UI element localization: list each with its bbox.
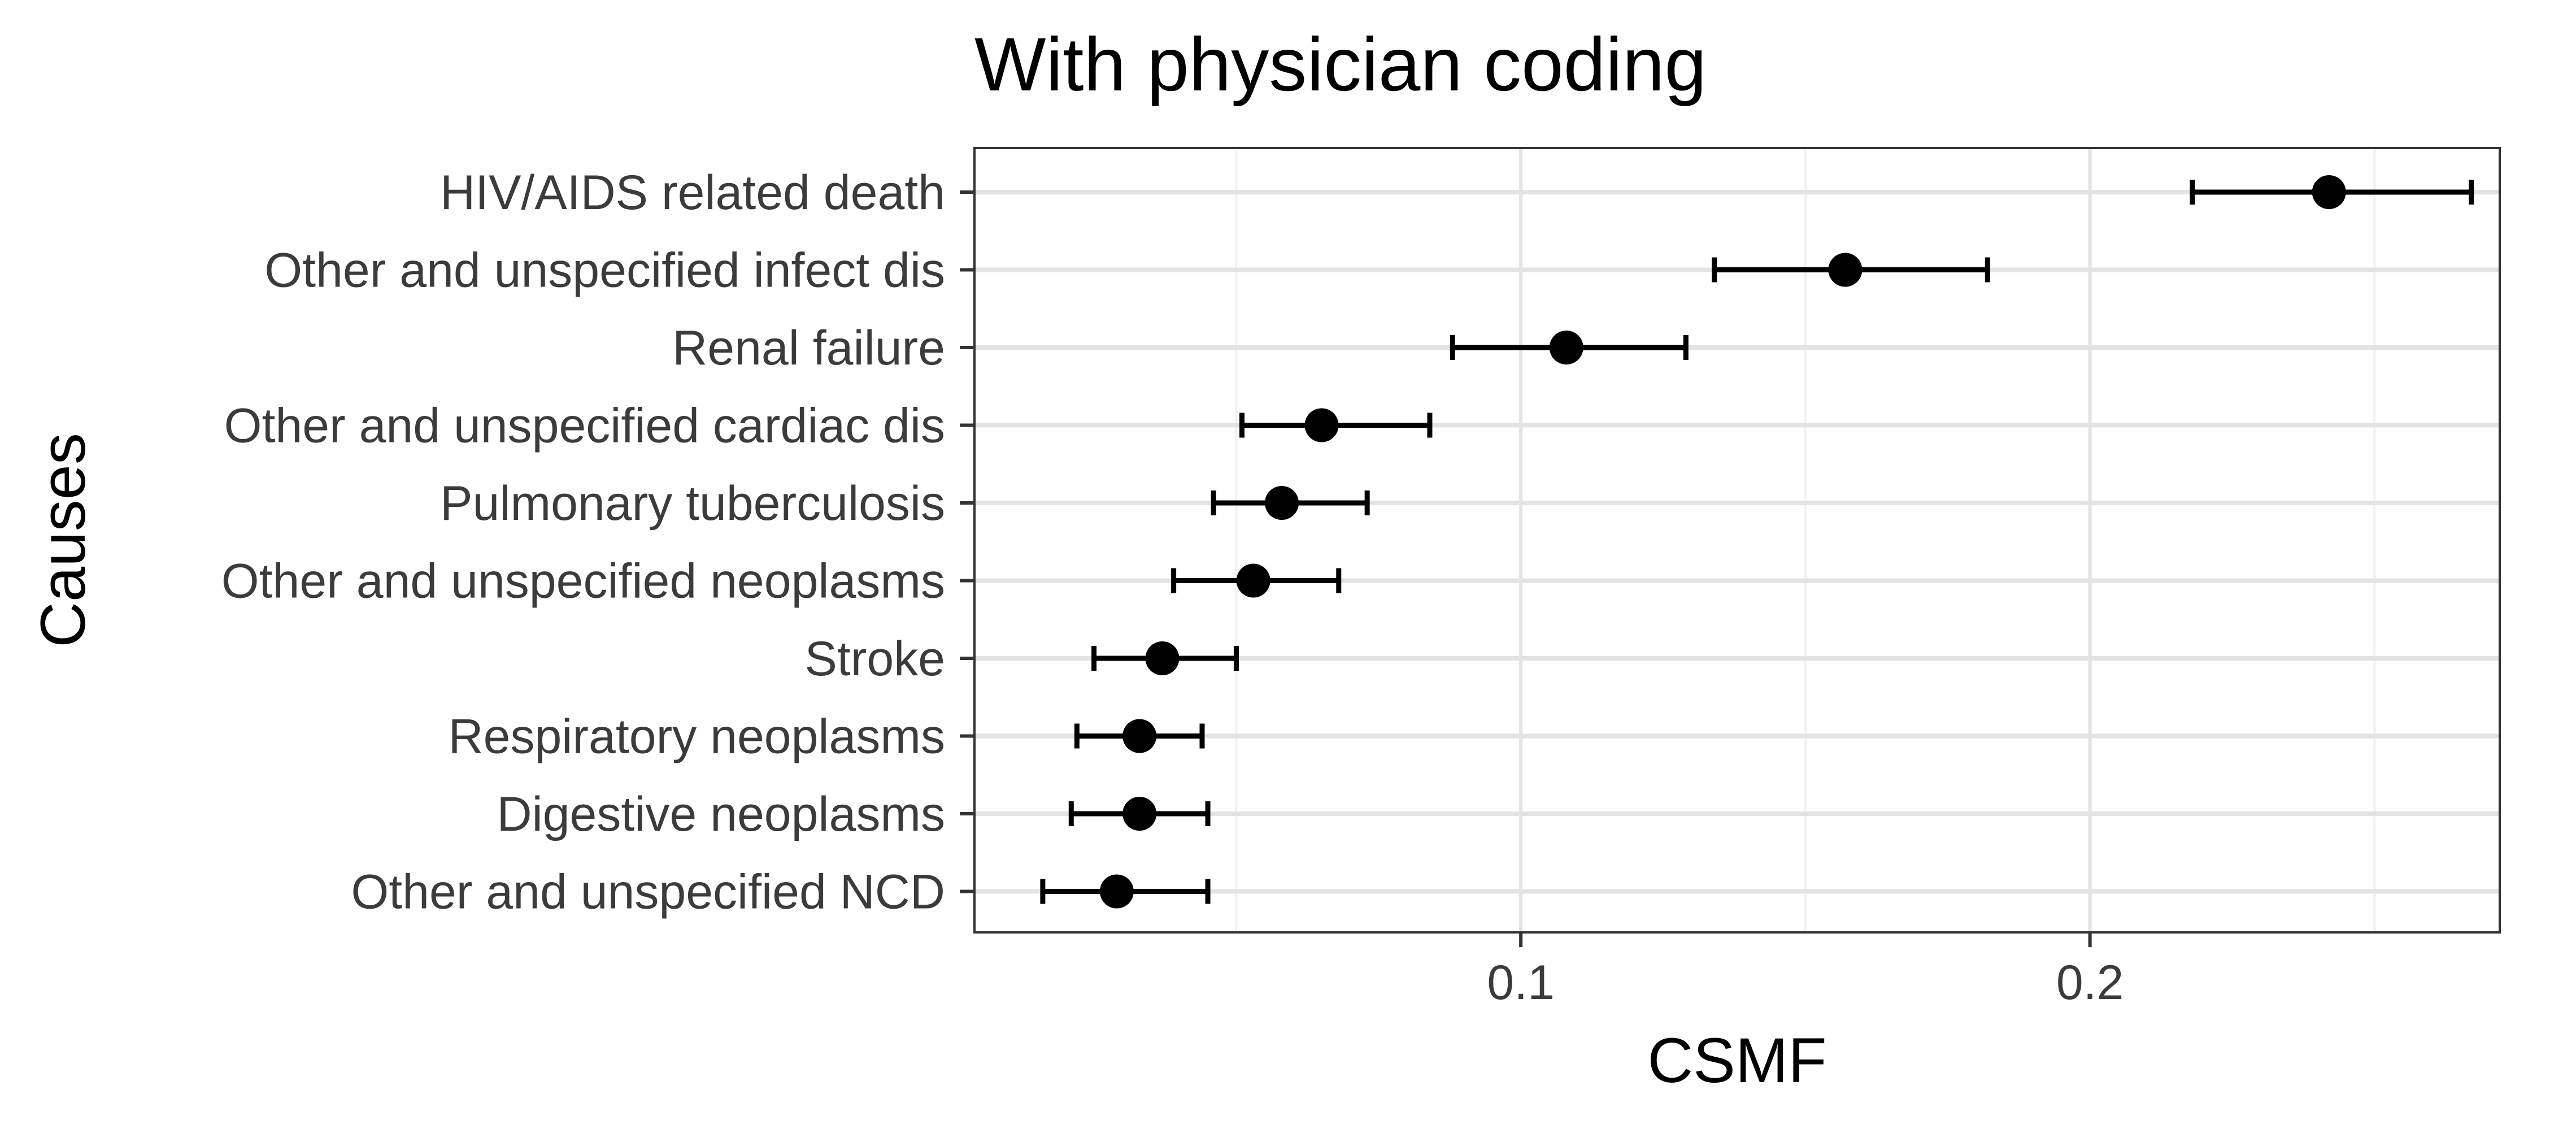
y-axis-title: Causes xyxy=(28,433,98,648)
data-point xyxy=(1265,486,1299,520)
y-tick-label: Stroke xyxy=(804,632,945,686)
panel-border xyxy=(973,147,2501,934)
y-tick-label: Other and unspecified neoplasms xyxy=(221,554,945,609)
y-axis: HIV/AIDS related death Other and unspecif… xyxy=(221,166,974,919)
y-tick-label: Other and unspecified NCD xyxy=(351,865,945,919)
data-point xyxy=(1304,408,1339,442)
chart-title: With physician coding xyxy=(974,23,1707,107)
x-tick-label: 0.2 xyxy=(2056,956,2124,1010)
y-tick-label: Other and unspecified cardiac dis xyxy=(224,399,945,453)
x-axis: 0.1 0.2 xyxy=(1487,932,2124,1010)
y-tick-label: Digestive neoplasms xyxy=(497,787,945,841)
data-point xyxy=(1122,797,1157,831)
data-point xyxy=(2312,175,2346,209)
y-tick-label: Respiratory neoplasms xyxy=(449,710,945,764)
data-point xyxy=(1145,641,1180,675)
data-points xyxy=(1099,175,2346,909)
data-point xyxy=(1549,331,1583,364)
gridlines xyxy=(974,148,2500,932)
data-point xyxy=(1099,874,1134,909)
y-tick-label: Pulmonary tuberculosis xyxy=(440,476,945,531)
plot-panel xyxy=(974,148,2500,932)
y-tick-label: Renal failure xyxy=(672,321,945,375)
data-point xyxy=(1828,253,1863,287)
y-tick-label: HIV/AIDS related death xyxy=(440,166,945,220)
x-tick-label: 0.1 xyxy=(1487,956,1555,1010)
panel-background xyxy=(974,148,2500,932)
data-point xyxy=(1236,563,1270,598)
y-tick-label: Other and unspecified infect dis xyxy=(264,244,945,298)
x-axis-title: CSMF xyxy=(1647,1025,1826,1096)
data-point xyxy=(1122,719,1157,753)
